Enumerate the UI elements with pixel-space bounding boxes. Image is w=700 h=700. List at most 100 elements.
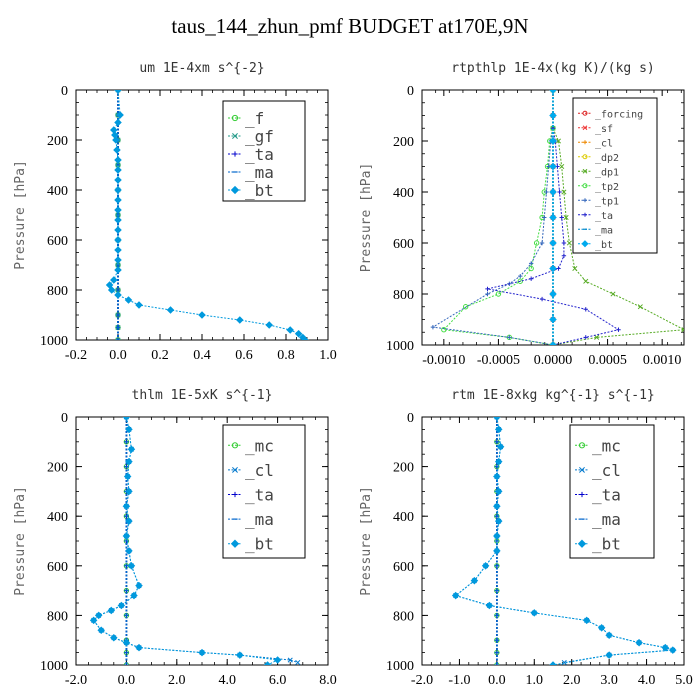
y-tick-label: 800 bbox=[393, 288, 414, 303]
y-tick-label: 0 bbox=[61, 411, 68, 426]
data-point bbox=[555, 138, 562, 144]
x-tick-label: 0.0 bbox=[488, 673, 506, 688]
legend-label: _dp2 bbox=[595, 153, 619, 164]
y-axis-label: Pressure [hPa] bbox=[359, 486, 374, 596]
x-tick-label: 0.8 bbox=[277, 348, 295, 363]
data-point bbox=[681, 327, 684, 333]
data-point bbox=[125, 547, 133, 555]
legend: _mc _cl _ta _ma _bt bbox=[569, 424, 655, 559]
legend-label: _ma bbox=[592, 510, 621, 529]
plot-area bbox=[89, 417, 301, 665]
data-point bbox=[125, 425, 133, 434]
data-point bbox=[114, 266, 122, 274]
data-point bbox=[111, 131, 119, 139]
data-point bbox=[566, 240, 572, 246]
x-tick-label: 6.0 bbox=[269, 673, 287, 688]
data-point bbox=[549, 188, 557, 196]
legend-marker bbox=[582, 183, 588, 189]
data-point bbox=[124, 296, 133, 304]
x-tick-label: -0.2 bbox=[65, 348, 87, 363]
data-point bbox=[493, 472, 501, 481]
data-point bbox=[114, 156, 122, 164]
data-point bbox=[559, 215, 564, 220]
legend-marker bbox=[232, 133, 238, 139]
x-tick-label: 0.0 bbox=[118, 673, 136, 688]
data-point bbox=[107, 606, 116, 615]
data-point bbox=[485, 601, 494, 610]
legend-marker bbox=[579, 491, 585, 498]
legend-label: _tp2 bbox=[595, 182, 619, 193]
data-point bbox=[556, 266, 561, 271]
series-line bbox=[431, 90, 554, 345]
data-point bbox=[495, 291, 502, 297]
legend-label: _cl bbox=[592, 461, 621, 480]
data-point bbox=[507, 335, 512, 340]
x-tick-label: 0.0 bbox=[109, 348, 127, 363]
data-point bbox=[273, 656, 282, 664]
legend-marker bbox=[577, 539, 587, 548]
data-point bbox=[301, 336, 309, 340]
data-point bbox=[542, 215, 547, 220]
legend-label: _cl bbox=[595, 138, 613, 149]
legend-marker bbox=[579, 466, 585, 473]
data-point bbox=[114, 256, 122, 264]
panel-3: thlm 1E-5xK s^{-1} Pressure [hPa] 0 200 400 6… bbox=[13, 388, 337, 688]
data-point bbox=[481, 562, 490, 570]
data-point bbox=[583, 335, 588, 340]
legend-label: _sf bbox=[595, 124, 613, 135]
data-point bbox=[94, 611, 103, 620]
panel-title: um 1E-4xm s^{-2} bbox=[139, 61, 264, 76]
data-point bbox=[236, 316, 244, 324]
panel-2: rtpthlp 1E-4x(kg K)/(kg s) Pressure [hPa]… bbox=[359, 61, 685, 368]
data-point bbox=[530, 609, 539, 617]
legend-label: _bt bbox=[245, 181, 274, 200]
x-tick-label: -2.0 bbox=[411, 673, 433, 688]
data-point bbox=[549, 162, 557, 171]
data-point bbox=[115, 337, 121, 340]
series-line bbox=[552, 90, 684, 345]
data-point bbox=[135, 581, 143, 590]
legend-label: _ta bbox=[592, 486, 621, 505]
data-point bbox=[533, 240, 540, 246]
data-point bbox=[114, 226, 122, 234]
series-bt bbox=[89, 417, 282, 665]
data-point bbox=[117, 601, 126, 610]
data-point bbox=[549, 315, 557, 324]
plot-area bbox=[451, 417, 677, 665]
y-axis-label: Pressure [hPa] bbox=[359, 163, 374, 273]
data-point bbox=[135, 643, 143, 652]
y-tick-label: 1000 bbox=[386, 659, 414, 674]
legend-label: _bt bbox=[245, 535, 274, 554]
data-point bbox=[198, 648, 206, 657]
data-point bbox=[549, 213, 557, 222]
data-point bbox=[494, 487, 503, 496]
plot-area bbox=[105, 90, 309, 340]
legend-marker bbox=[583, 140, 587, 145]
y-tick-label: 600 bbox=[393, 237, 414, 252]
x-tick-label: 0.6 bbox=[235, 348, 253, 363]
data-point bbox=[470, 576, 479, 585]
data-point bbox=[114, 291, 122, 299]
x-tick-label: 2.0 bbox=[168, 673, 186, 688]
data-point bbox=[583, 307, 588, 312]
legend-marker bbox=[583, 212, 587, 217]
data-point bbox=[122, 502, 131, 511]
data-point bbox=[605, 631, 613, 640]
legend-marker bbox=[583, 198, 587, 203]
data-point bbox=[635, 638, 643, 647]
data-point bbox=[89, 616, 98, 625]
legend-label: _ma bbox=[245, 163, 274, 182]
legend-marker bbox=[232, 491, 238, 498]
legend-marker bbox=[582, 154, 588, 160]
data-point bbox=[286, 326, 294, 334]
legend-label: _ta bbox=[245, 486, 274, 505]
data-point bbox=[451, 591, 460, 600]
legend-label: _ta bbox=[245, 145, 274, 164]
data-point bbox=[125, 487, 133, 496]
y-tick-label: 1000 bbox=[40, 334, 68, 349]
data-point bbox=[236, 651, 244, 659]
data-point bbox=[594, 334, 600, 340]
y-tick-label: 800 bbox=[47, 284, 68, 299]
legend: _f_gf_ta_ma_bt bbox=[222, 100, 306, 202]
data-point bbox=[610, 291, 616, 297]
